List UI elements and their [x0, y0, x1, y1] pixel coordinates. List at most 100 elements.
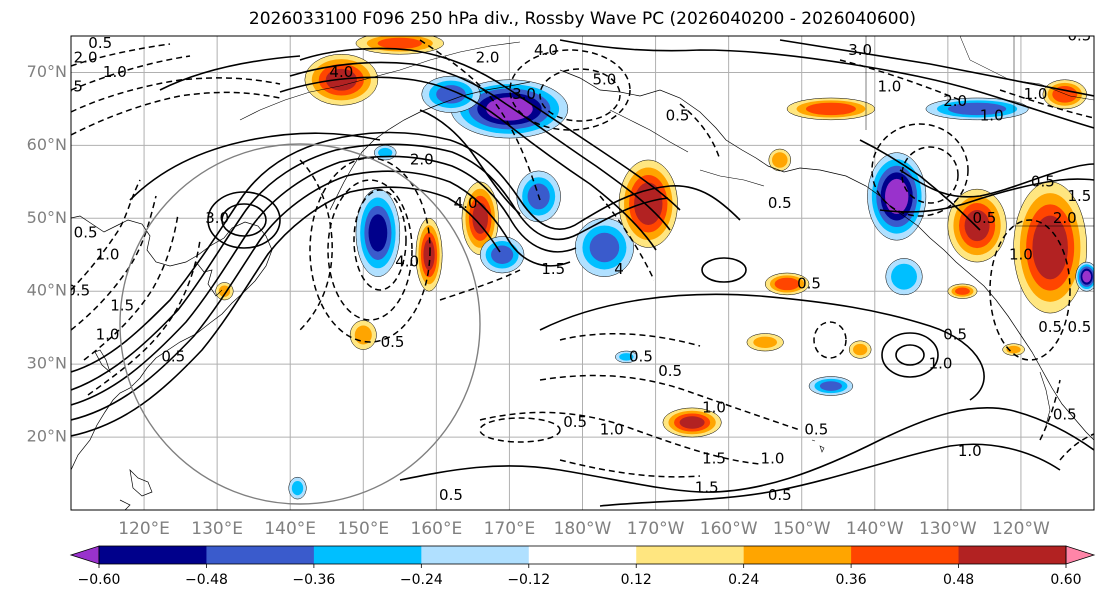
- contour-label: 4.0: [395, 253, 419, 271]
- colorbar-segment: [636, 546, 745, 564]
- chart-title: 2026033100 F096 250 hPa div., Rossby Wav…: [248, 9, 917, 29]
- divergence-positive-region: [774, 277, 800, 291]
- colorbar-tick-label: 0.12: [621, 572, 652, 588]
- contour-label: 2.0: [476, 48, 500, 66]
- contour-label: 1.5: [1067, 187, 1091, 205]
- divergence-negative-region: [947, 102, 1007, 116]
- colorbar-tick-label: 0.60: [1050, 572, 1081, 588]
- lon-tick-label: 170°W: [627, 519, 685, 539]
- height-contours: [71, 39, 1094, 507]
- contour-label: 0.5: [88, 34, 112, 52]
- divergence-negative-region: [619, 353, 634, 361]
- colorbar-segment: [99, 546, 207, 564]
- lon-tick-label: 170°E: [484, 519, 536, 539]
- divergence-negative-region: [885, 178, 909, 214]
- colorbar-segment: [958, 546, 1067, 564]
- contour-label: 3.0: [205, 209, 229, 227]
- contour-label: 2.0: [943, 92, 967, 110]
- lon-tick-label: 130°E: [191, 519, 243, 539]
- contour-label: 2.0: [74, 48, 98, 66]
- lat-tick-label: 60°N: [27, 135, 67, 154]
- divergence-positive-region: [472, 202, 489, 234]
- contour-label: 0.5: [972, 209, 996, 227]
- colorbar-tick-label: −0.36: [292, 572, 335, 588]
- divergence-positive-region: [634, 182, 663, 225]
- contour-label: 0.5: [768, 486, 792, 504]
- latitude-tick-labels: 20°N 30°N 40°N 50°N 60°N 70°N: [27, 62, 67, 446]
- contour-label: 4.0: [534, 41, 558, 59]
- contour-label: 4: [614, 260, 624, 278]
- divergence-negative-region: [378, 147, 393, 158]
- longitude-tick-labels: 120°E 130°E 140°E 150°E 160°E 170°E 180°W 170°W…: [118, 519, 1050, 539]
- contour-label: 0.5: [666, 107, 690, 125]
- contour-label: 1.5: [110, 296, 134, 314]
- divergence-positive-region: [805, 102, 856, 116]
- lat-tick-label: 50°N: [27, 208, 67, 227]
- contour-label: 4.0: [329, 63, 353, 81]
- contour-label: 0.5: [59, 78, 83, 96]
- contour-label: 1.5: [702, 449, 726, 467]
- contour-label: 0.5: [629, 347, 653, 365]
- map-frame: [70, 35, 1095, 511]
- contour-label: 0.5: [563, 413, 587, 431]
- contour-label: 3.0: [848, 41, 872, 59]
- contour-label: 0.5: [1067, 27, 1091, 45]
- map-plot-area: 2.0 1.0 0.5 0.5 0.5 1.0 1.5 0.5 0.5 1.0 3.0 4.0 0.5 4…: [59, 27, 1094, 510]
- divergence-negative-region: [436, 85, 466, 104]
- contour-label: 0.5: [797, 274, 821, 292]
- divergence-positive-region: [955, 287, 970, 295]
- contour-label: 0.5: [768, 194, 792, 212]
- lat-tick-label: 70°N: [27, 62, 67, 81]
- contour-label: 1.0: [761, 449, 785, 467]
- colorbar-extend-min: [69, 545, 100, 565]
- colorbar-tick-label: 0.24: [728, 572, 759, 588]
- lat-tick-label: 30°N: [27, 354, 67, 373]
- colorbar-segment: [421, 546, 530, 564]
- contour-label: 0.5: [1053, 406, 1077, 424]
- contour-label: 1.0: [958, 442, 982, 460]
- contour-label: 0.5: [439, 486, 463, 504]
- divergence-positive-region: [423, 239, 435, 271]
- divergence-negative-region: [891, 263, 917, 290]
- divergence-negative-region: [1082, 270, 1092, 283]
- contour-label: 1.0: [600, 420, 624, 438]
- divergence-positive-region: [1052, 86, 1078, 103]
- colorbar-tick-label: −0.60: [78, 572, 121, 588]
- contour-label: 0.5: [658, 362, 682, 380]
- contour-label: 1.0: [96, 245, 120, 263]
- colorbar-segment: [313, 546, 422, 564]
- divergence-positive-region: [753, 336, 778, 348]
- colorbar-tick-label: −0.24: [400, 572, 443, 588]
- divergence-positive-region: [853, 343, 868, 356]
- contour-label: 1.0: [103, 63, 127, 81]
- contour-label: 0.5: [1067, 318, 1091, 336]
- lat-tick-label: 40°N: [27, 281, 67, 300]
- colorbar-tick-label: 0.48: [943, 572, 974, 588]
- contour-label: 0.5: [804, 420, 828, 438]
- colorbar-tick-label: −0.48: [185, 572, 228, 588]
- contour-label: 1.0: [929, 355, 953, 373]
- lat-tick-label: 20°N: [27, 427, 67, 446]
- contour-label: 2.0: [410, 150, 434, 168]
- contour-label: 1.0: [1009, 245, 1033, 263]
- divergence-positive-region: [377, 37, 423, 49]
- divergence-negative-region: [589, 232, 620, 263]
- lon-tick-label: 180°W: [554, 519, 612, 539]
- colorbar: −0.60 −0.48 −0.36 −0.24 −0.12 0.12 0.24 0.36 0.4…: [69, 545, 1096, 588]
- contour-label: 2.0: [1053, 209, 1077, 227]
- lon-tick-label: 120°E: [118, 519, 170, 539]
- divergence-negative-region: [368, 214, 388, 252]
- contour-label: 5.0: [592, 70, 616, 88]
- divergence-positive-region: [1032, 215, 1068, 280]
- contour-label: 1.0: [877, 78, 901, 96]
- divergence-negative-region: [491, 245, 514, 264]
- contour-label: 0.5: [1031, 172, 1055, 190]
- lon-tick-label: 150°W: [773, 519, 831, 539]
- contour-label: 1.0: [96, 325, 120, 343]
- divergence-positive-region: [218, 285, 231, 297]
- contour-label: 1.5: [695, 479, 719, 497]
- lon-tick-label: 160°W: [700, 519, 758, 539]
- lon-tick-label: 130°W: [919, 519, 977, 539]
- contour-label: 4.0: [454, 194, 478, 212]
